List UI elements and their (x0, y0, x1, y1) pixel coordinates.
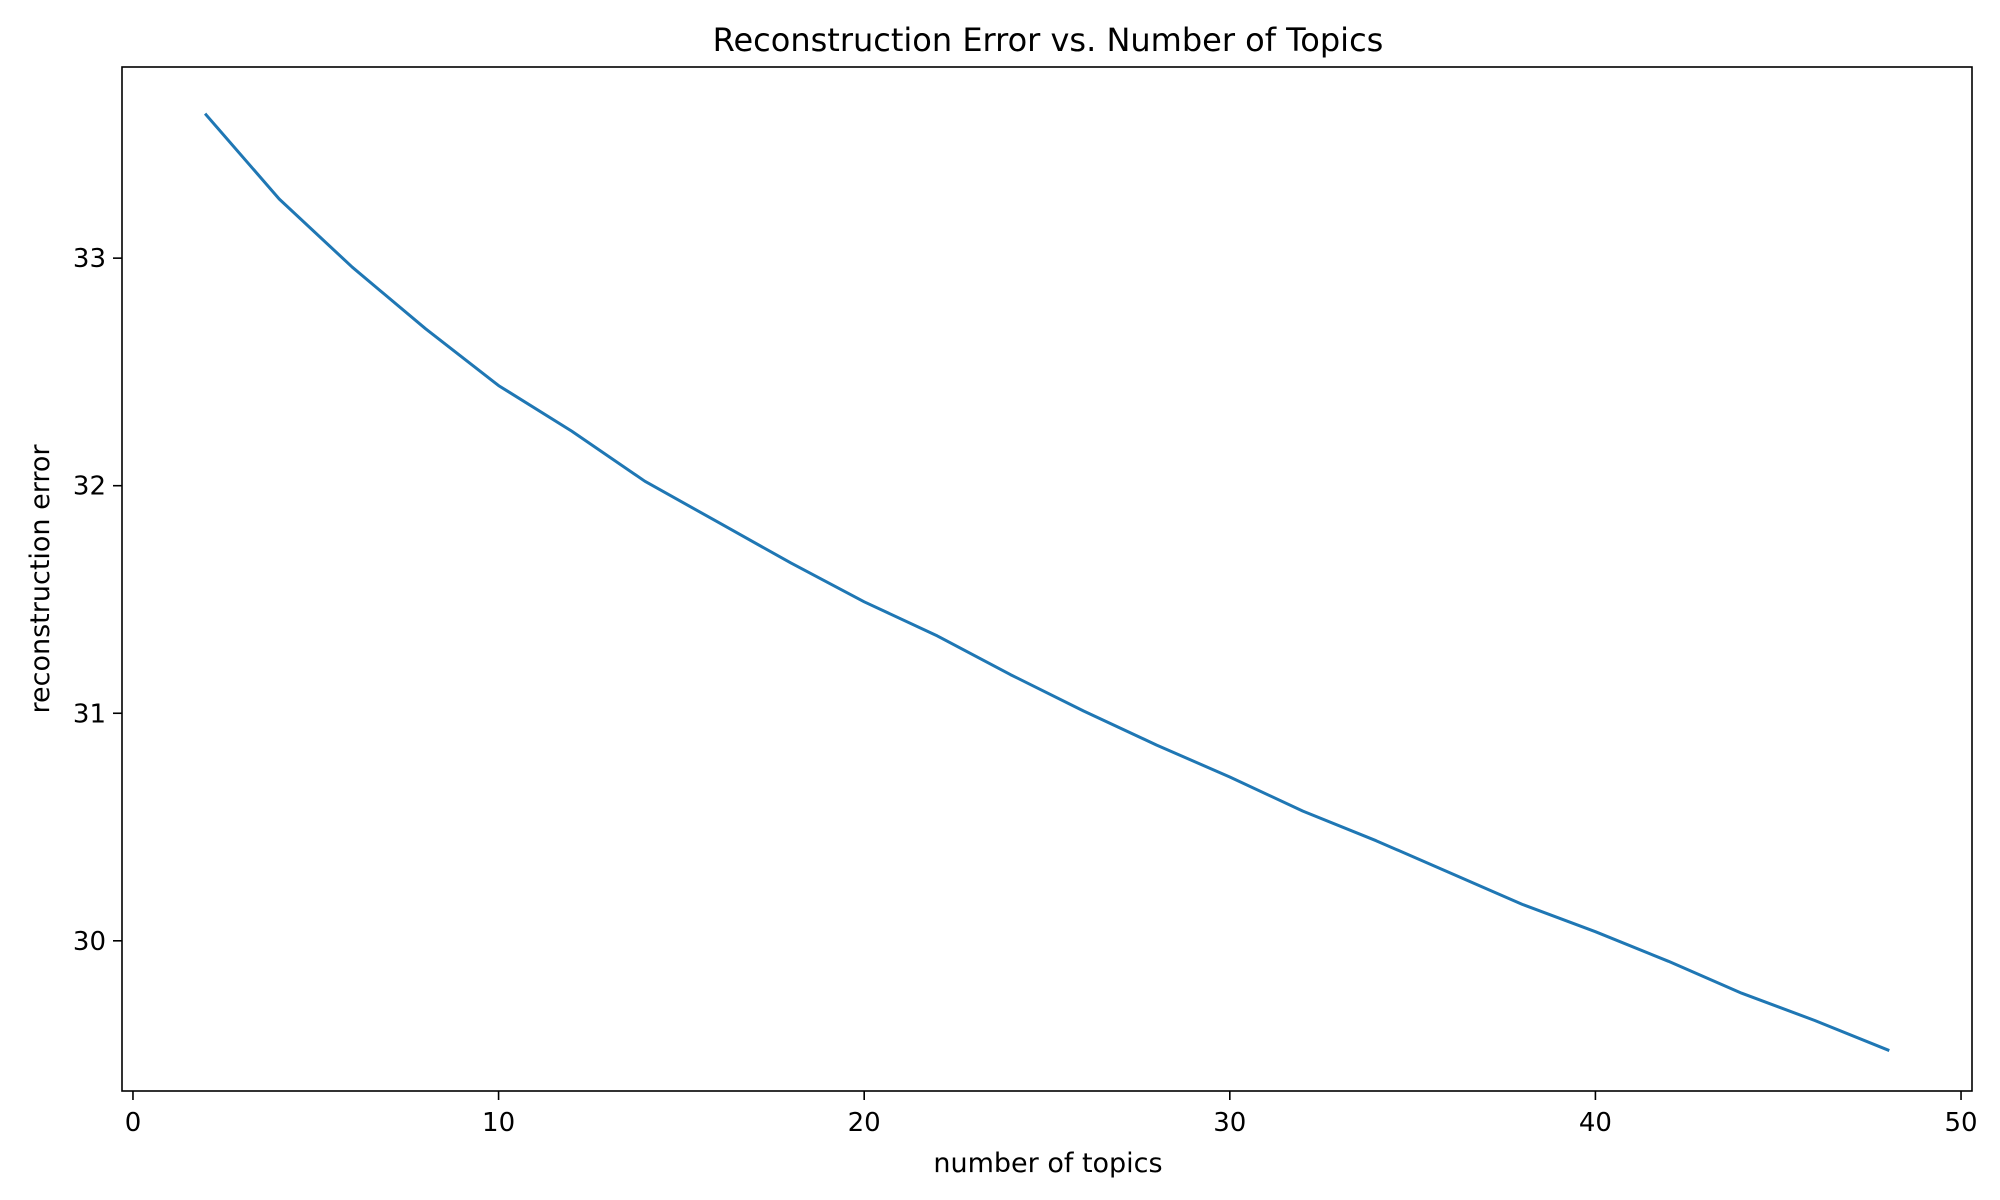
plot-area (121, 66, 1973, 1092)
x-tick-label: 30 (1213, 1108, 1246, 1138)
x-tick-label: 50 (1944, 1108, 1977, 1138)
x-tick-label: 20 (848, 1108, 881, 1138)
y-tick-label: 32 (73, 472, 106, 502)
series-line (203, 112, 1890, 1052)
chart-title: Reconstruction Error vs. Number of Topic… (713, 21, 1384, 59)
y-tick-label: 30 (73, 927, 106, 957)
x-tick-label: 40 (1579, 1108, 1612, 1138)
y-tick-label: 33 (73, 244, 106, 274)
series-layer (203, 112, 1890, 1052)
y-axis-label: reconstruction error (25, 444, 56, 714)
x-axis-label: number of topics (933, 1148, 1162, 1179)
x-axis: 0 10 20 30 40 50 (125, 1091, 1978, 1138)
x-tick-label: 0 (125, 1108, 142, 1138)
x-tick-label: 10 (482, 1108, 515, 1138)
y-tick-label: 31 (73, 699, 106, 729)
y-axis: 30 31 32 33 (73, 244, 122, 957)
